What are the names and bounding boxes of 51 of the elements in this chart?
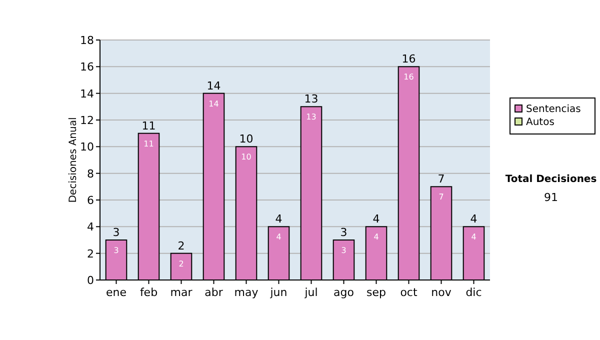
x-tick-label: ene bbox=[106, 286, 127, 299]
x-tick-label: ago bbox=[334, 286, 354, 299]
text: Total Decisiones bbox=[505, 174, 597, 185]
x-tick-label: jul bbox=[304, 286, 318, 299]
total-label: 2 bbox=[178, 239, 185, 252]
total-label: 3 bbox=[112, 226, 120, 239]
y-tick-label: 4 bbox=[87, 220, 94, 234]
legend-label: Autos bbox=[526, 117, 554, 128]
y-tick-label: 8 bbox=[87, 167, 94, 180]
data-label: 4 bbox=[374, 232, 379, 242]
data-label: 3 bbox=[341, 246, 346, 255]
x-tick-label: nov bbox=[431, 286, 452, 299]
x-tick-label: oct bbox=[400, 286, 418, 299]
data-label: 16 bbox=[404, 72, 414, 82]
y-axis-title: Decisiones Anual bbox=[68, 117, 79, 203]
data-label: 13 bbox=[306, 112, 316, 122]
total-label: 3 bbox=[340, 226, 348, 239]
total-label: 13 bbox=[304, 92, 318, 106]
total-label: 4 bbox=[372, 212, 380, 226]
total-label: 16 bbox=[402, 52, 416, 66]
total-label: 7 bbox=[438, 172, 445, 186]
y-tick-label: 14 bbox=[80, 87, 94, 100]
data-label: 4 bbox=[471, 232, 476, 242]
y-tick-label: 12 bbox=[80, 114, 94, 127]
y-tick-label: 10 bbox=[80, 140, 94, 154]
y-tick-label: 0 bbox=[87, 274, 94, 287]
data-label: 3 bbox=[114, 246, 119, 255]
data-label: 2 bbox=[178, 259, 184, 268]
x-tick-label: mar bbox=[170, 286, 193, 299]
data-label: 7 bbox=[438, 192, 444, 202]
data-label: 10 bbox=[241, 152, 252, 162]
data-label: 14 bbox=[208, 99, 219, 108]
x-tick-label: jun bbox=[269, 286, 288, 299]
y-tick-label: 6 bbox=[87, 194, 94, 207]
y-tick-label: 2 bbox=[87, 247, 94, 260]
total-label: 10 bbox=[239, 132, 254, 146]
y-tick-label: 18 bbox=[80, 34, 94, 47]
total-label: 4 bbox=[470, 212, 478, 226]
data-label: 4 bbox=[276, 232, 282, 242]
legend-label: Sentencias bbox=[526, 104, 581, 115]
total-label: 14 bbox=[206, 79, 221, 92]
total-label: 4 bbox=[275, 212, 282, 226]
text: 91 bbox=[544, 191, 558, 204]
x-tick-label: sep bbox=[366, 286, 386, 299]
x-tick-label: may bbox=[234, 286, 259, 299]
x-tick-label: dic bbox=[466, 286, 482, 299]
total-label: 11 bbox=[142, 119, 156, 132]
y-tick-label: 16 bbox=[80, 60, 94, 74]
data-label: 11 bbox=[144, 139, 154, 148]
x-tick-label: abr bbox=[204, 286, 224, 299]
x-tick-label: feb bbox=[140, 286, 158, 299]
